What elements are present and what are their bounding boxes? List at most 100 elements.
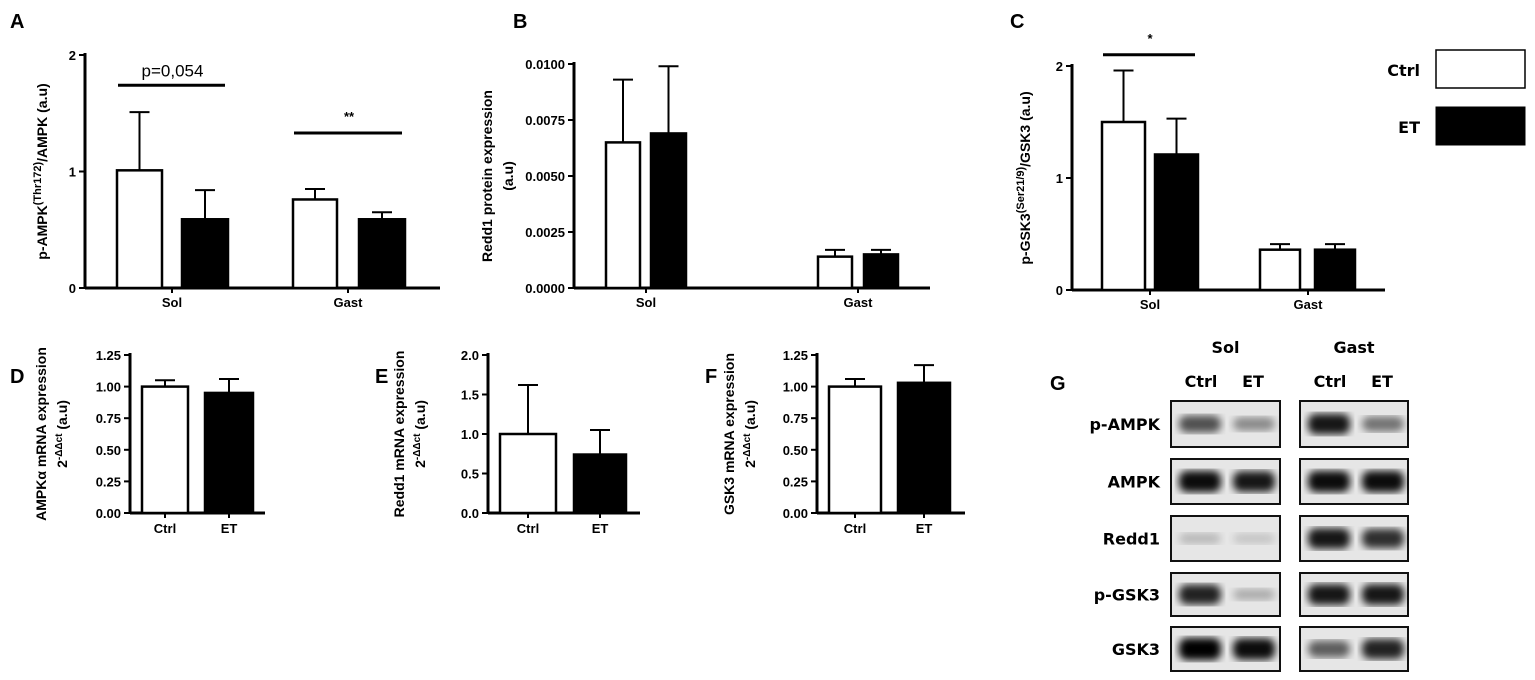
bar-ctrl-sol (604, 141, 642, 290)
y-tick-label: 2 (69, 48, 76, 63)
y-tick-label: 2 (1056, 59, 1063, 74)
legend: Ctrl ET (1387, 49, 1526, 146)
panel-label: A (10, 11, 24, 33)
blot-band (1233, 533, 1275, 544)
blot-group-label: Sol (1212, 338, 1240, 357)
y-axis-label-line2: 2-ΔΔct (a.u) (742, 400, 758, 468)
x-tick-label: Ctrl (154, 521, 176, 536)
y-tick-label: 0 (69, 281, 76, 296)
y-axis-label: Redd1 mRNA expression (391, 351, 407, 518)
bar-ctrl (498, 432, 558, 515)
x-tick-label: ET (592, 521, 609, 536)
x-tick-label: ET (916, 521, 933, 536)
y-tick-label: 0.0050 (525, 169, 565, 184)
blot-band (1179, 584, 1221, 605)
bar-ctrl (140, 385, 190, 515)
x-tick-label: Gast (844, 295, 874, 310)
legend-swatch-et (1435, 106, 1526, 146)
y-tick-label: 0.50 (783, 443, 808, 458)
significance-label: ** (344, 109, 355, 124)
bar-et-gast (862, 253, 900, 290)
blot-band (1362, 470, 1404, 493)
blot-band (1308, 640, 1350, 658)
bar-ctrl (827, 385, 883, 515)
y-tick-label: 0.00 (96, 506, 121, 521)
significance-label: * (1147, 31, 1153, 46)
y-axis-label: Redd1 protein expression (479, 90, 495, 262)
y-tick-label: 1.0 (461, 427, 479, 442)
y-axis-label: p-AMPK(Thr172)/AMPK (a.u) (32, 83, 50, 259)
y-tick-label: 0.5 (461, 467, 479, 482)
bar-ctrl-sol (115, 169, 164, 290)
blot-band (1179, 415, 1221, 433)
y-tick-label: 1.25 (96, 348, 121, 363)
blot-band (1233, 471, 1275, 492)
y-tick-label: 1.5 (461, 388, 479, 403)
bar-et-sol (649, 132, 688, 290)
y-tick-label: 1.25 (783, 348, 808, 363)
bar-et-gast (357, 218, 407, 290)
bar-et-sol (1153, 153, 1200, 292)
blot-band (1179, 638, 1221, 660)
x-tick-label: Sol (1140, 297, 1160, 312)
y-axis-label-line2: 2-ΔΔct (a.u) (412, 400, 428, 468)
y-axis-label: p-GSK3(Ser21/9)/GSK3 (a.u) (1015, 91, 1033, 264)
blot-band (1179, 470, 1221, 493)
blot-group-label: Gast (1333, 338, 1374, 357)
bar-ctrl-gast (291, 198, 339, 290)
blot-band (1179, 533, 1221, 544)
x-tick-label: ET (221, 521, 238, 536)
y-tick-label: 0.0025 (525, 225, 565, 240)
y-tick-label: 0.25 (783, 474, 808, 489)
y-tick-label: 0.0075 (525, 113, 565, 128)
y-tick-label: 0.0 (461, 506, 479, 521)
panel-F: F 0.00 0.25 0.50 0.75 1.00 1.25 GSK3 mRNA expre… (705, 348, 965, 536)
x-tick-label: Gast (334, 295, 364, 310)
x-tick-label: Ctrl (517, 521, 539, 536)
panel-label: E (375, 366, 388, 388)
blot-band (1233, 638, 1275, 660)
blot-band (1233, 588, 1275, 601)
y-tick-label: 1 (1056, 171, 1063, 186)
y-axis-label-line2: (a.u) (500, 161, 516, 191)
blot-band (1362, 584, 1404, 605)
legend-label-et: ET (1398, 118, 1420, 137)
y-tick-label: 0.75 (783, 411, 808, 426)
y-tick-label: 1.00 (96, 380, 121, 395)
y-tick-label: 0.75 (96, 411, 121, 426)
panel-label: D (10, 366, 24, 388)
y-tick-label: 0.0100 (525, 57, 565, 72)
bar-et (203, 391, 255, 515)
bar-ctrl-sol (1100, 120, 1147, 292)
panel-B: B 0.0000 0.0025 0.0050 0.0075 0.0100 Redd1 pro… (479, 11, 930, 310)
significance-label: p=0,054 (142, 61, 204, 80)
blot-band (1233, 417, 1275, 431)
blot-protein-label: p-AMPK (1089, 415, 1160, 434)
panel-label: C (1010, 11, 1024, 33)
y-axis-label: AMPKα mRNA expression (33, 347, 49, 521)
blot-protein-label: AMPK (1108, 473, 1161, 492)
panel-E: E 0.0 0.5 1.0 1.5 2.0 Redd1 mRNA expression 2-Δ… (375, 348, 640, 536)
bar-et (896, 381, 952, 515)
x-tick-label: Sol (162, 295, 182, 310)
legend-label-ctrl: Ctrl (1387, 61, 1420, 80)
y-tick-label: 1.00 (783, 380, 808, 395)
bar-et-gast (1313, 248, 1357, 292)
blot-lane-label: ET (1242, 372, 1264, 391)
panel-label: G (1050, 373, 1066, 395)
y-tick-label: 0 (1056, 283, 1063, 298)
y-tick-label: 0.50 (96, 443, 121, 458)
y-tick-label: 0.0000 (525, 281, 565, 296)
y-tick-label: 0.00 (783, 506, 808, 521)
bar-et-sol (180, 218, 230, 290)
y-axis-label: GSK3 mRNA expression (721, 353, 737, 515)
y-axis-label-line2: 2-ΔΔct (a.u) (54, 400, 70, 468)
legend-swatch-ctrl (1435, 49, 1526, 89)
blot-band (1308, 470, 1350, 493)
bar-et (572, 453, 628, 515)
blot-band (1362, 528, 1404, 549)
blot-protein-label: GSK3 (1112, 640, 1160, 659)
blot-band (1308, 528, 1350, 549)
blot-band (1362, 416, 1404, 432)
